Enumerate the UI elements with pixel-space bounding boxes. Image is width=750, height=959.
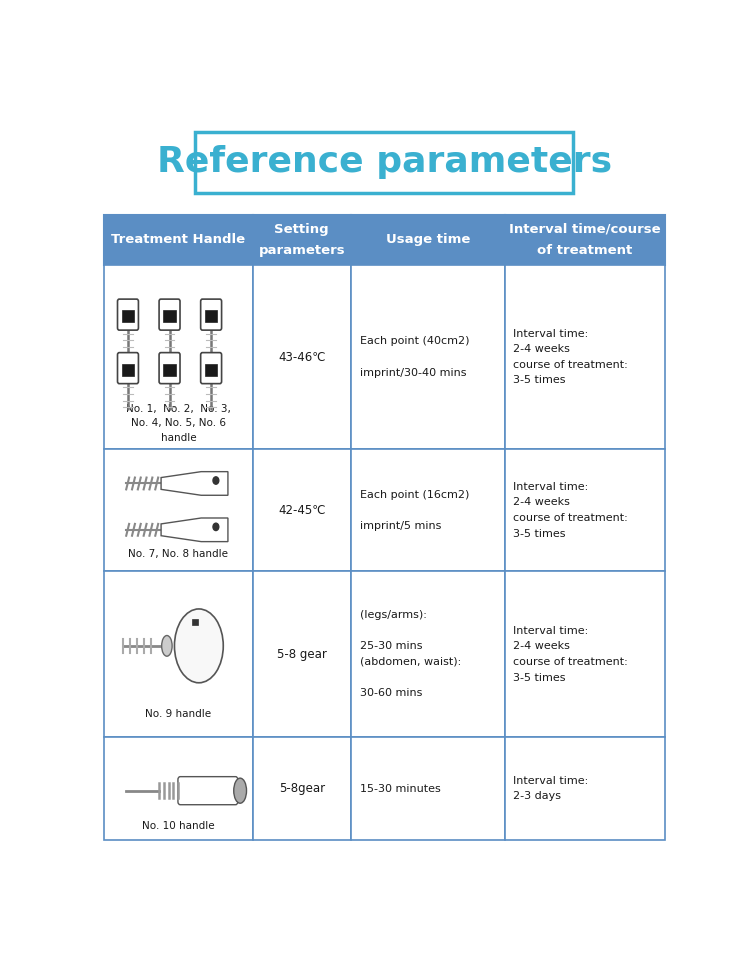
Bar — [253, 265, 351, 450]
FancyBboxPatch shape — [118, 299, 139, 330]
Text: Each point (16cm2)

imprint/5 mins: Each point (16cm2) imprint/5 mins — [360, 490, 470, 531]
Text: (legs/arms):

25-30 mins
(abdomen, waist):

30-60 mins: (legs/arms): 25-30 mins (abdomen, waist)… — [360, 610, 461, 698]
Text: No. 9 handle: No. 9 handle — [146, 709, 211, 719]
Bar — [104, 215, 253, 265]
FancyBboxPatch shape — [201, 299, 221, 330]
Ellipse shape — [234, 778, 247, 804]
Text: No. 10 handle: No. 10 handle — [142, 821, 214, 830]
Bar — [505, 265, 664, 450]
Text: Interval time/course
of treatment: Interval time/course of treatment — [509, 222, 661, 257]
Bar — [505, 572, 664, 737]
Polygon shape — [161, 472, 228, 495]
Bar — [122, 310, 134, 322]
Bar — [253, 215, 351, 265]
Text: Interval time:
2-4 weeks
course of treatment:
3-5 times: Interval time: 2-4 weeks course of treat… — [513, 625, 628, 683]
Bar — [505, 450, 664, 572]
Circle shape — [213, 524, 219, 530]
FancyBboxPatch shape — [196, 132, 573, 193]
Bar — [253, 737, 351, 840]
Text: Setting
parameters: Setting parameters — [259, 222, 345, 257]
Circle shape — [213, 477, 219, 484]
Text: Interval time:
2-3 days: Interval time: 2-3 days — [513, 776, 588, 802]
Ellipse shape — [162, 636, 172, 656]
Bar — [104, 265, 253, 450]
Text: Interval time:
2-4 weeks
course of treatment:
3-5 times: Interval time: 2-4 weeks course of treat… — [513, 329, 628, 386]
Text: Usage time: Usage time — [386, 233, 470, 246]
Text: 15-30 minutes: 15-30 minutes — [360, 784, 441, 794]
Bar — [351, 737, 505, 840]
Bar — [351, 215, 505, 265]
FancyBboxPatch shape — [159, 353, 180, 384]
Text: Each point (40cm2)

imprint/30-40 mins: Each point (40cm2) imprint/30-40 mins — [360, 337, 470, 378]
Bar — [164, 363, 176, 376]
FancyBboxPatch shape — [118, 353, 139, 384]
Bar — [253, 450, 351, 572]
Ellipse shape — [175, 609, 223, 683]
Text: Reference parameters: Reference parameters — [157, 146, 612, 179]
Text: 5-8 gear: 5-8 gear — [277, 647, 327, 661]
Text: 5-8gear: 5-8gear — [279, 783, 325, 795]
Bar — [253, 572, 351, 737]
FancyBboxPatch shape — [159, 299, 180, 330]
Bar — [351, 572, 505, 737]
Bar — [104, 450, 253, 572]
Text: Interval time:
2-4 weeks
course of treatment:
3-5 times: Interval time: 2-4 weeks course of treat… — [513, 481, 628, 539]
Bar — [104, 737, 253, 840]
Bar — [505, 737, 664, 840]
Text: 43-46℃: 43-46℃ — [278, 351, 326, 363]
FancyBboxPatch shape — [178, 777, 238, 805]
Text: No. 7, No. 8 handle: No. 7, No. 8 handle — [128, 550, 229, 559]
Bar — [351, 450, 505, 572]
Bar — [164, 310, 176, 322]
Bar — [505, 215, 664, 265]
Bar — [351, 265, 505, 450]
Polygon shape — [161, 518, 228, 542]
Bar — [192, 619, 198, 625]
Bar — [205, 310, 218, 322]
FancyBboxPatch shape — [201, 353, 221, 384]
Text: 42-45℃: 42-45℃ — [278, 503, 326, 517]
Bar — [122, 363, 134, 376]
Text: No. 1,  No. 2,  No. 3,
No. 4, No. 5, No. 6
handle: No. 1, No. 2, No. 3, No. 4, No. 5, No. 6… — [126, 404, 231, 443]
Bar — [205, 363, 218, 376]
Bar — [104, 572, 253, 737]
Text: Treatment Handle: Treatment Handle — [112, 233, 245, 246]
